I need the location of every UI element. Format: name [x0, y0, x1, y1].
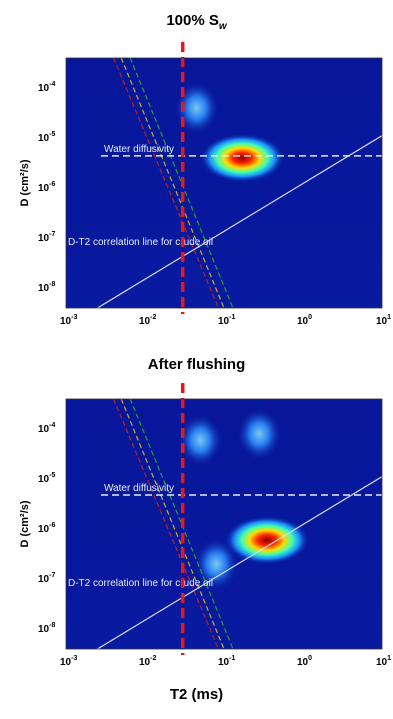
y-tick-label: 10-7 [38, 231, 55, 244]
panel2-title: After flushing [147, 356, 246, 373]
x-tick-label: 10-1 [218, 314, 235, 327]
water-diffusivity-label: Water diffusivity [104, 144, 174, 155]
y-tick-label: 10-6 [38, 522, 55, 535]
crude-oil-line-label: D-T2 correlation line for crude oil [68, 237, 213, 248]
x-tick-label: 10-2 [139, 655, 156, 668]
dashed-guide-line [129, 58, 234, 308]
plot-frame [65, 57, 383, 309]
heatmap-background [66, 399, 382, 649]
heatmap-peak [237, 407, 282, 460]
heatmap-peak [224, 516, 309, 565]
panel1-title-subscript: w [218, 21, 227, 32]
dashed-guide-line [113, 58, 219, 308]
x-tick-label: 101 [376, 314, 391, 327]
heatmap-peak [200, 134, 285, 182]
dashed-guide-line [113, 399, 219, 649]
x-axis-label: T2 (ms) [169, 686, 224, 703]
heatmap-peak [178, 414, 223, 467]
x-tick-label: 100 [297, 314, 312, 327]
plot-frame [65, 398, 383, 650]
y-tick-label: 10-8 [38, 622, 55, 635]
x-tick-label: 10-1 [218, 655, 235, 668]
x-tick-label: 10-2 [139, 314, 156, 327]
y-axis-label: D (cm²/s) [19, 500, 31, 547]
y-tick-label: 10-4 [38, 422, 55, 435]
y-axis-label: D (cm²/s) [19, 159, 31, 206]
y-tick-label: 10-6 [38, 181, 55, 194]
x-tick-label: 10-3 [60, 655, 77, 668]
crude-oil-correlation-line [97, 135, 382, 308]
dashed-guide-line [129, 399, 234, 649]
heatmap-peak [194, 538, 239, 591]
y-tick-label: 10-8 [38, 281, 55, 294]
y-tick-label: 10-7 [38, 572, 55, 585]
panel1-title-text: 100% S [166, 12, 219, 29]
heatmap-background [66, 58, 382, 308]
heatmap-peak [174, 82, 219, 134]
x-tick-label: 101 [376, 655, 391, 668]
panel1-plot-area: Water diffusivity D-T2 correlation line f… [66, 58, 382, 308]
crude-oil-line-label: D-T2 correlation line for crude oil [68, 578, 213, 589]
crude-oil-correlation-line [97, 476, 382, 649]
dashed-guide-line [120, 399, 225, 649]
x-tick-label: 100 [297, 655, 312, 668]
panel2-plot-area: Water diffusivity D-T2 correlation line f… [66, 399, 382, 649]
y-tick-label: 10-4 [38, 81, 55, 94]
water-diffusivity-label: Water diffusivity [104, 483, 174, 494]
dashed-guide-line [120, 58, 225, 308]
y-tick-label: 10-5 [38, 131, 55, 144]
panel1-title: 100% Sw [0, 12, 393, 32]
y-tick-label: 10-5 [38, 472, 55, 485]
x-tick-label: 10-3 [60, 314, 77, 327]
